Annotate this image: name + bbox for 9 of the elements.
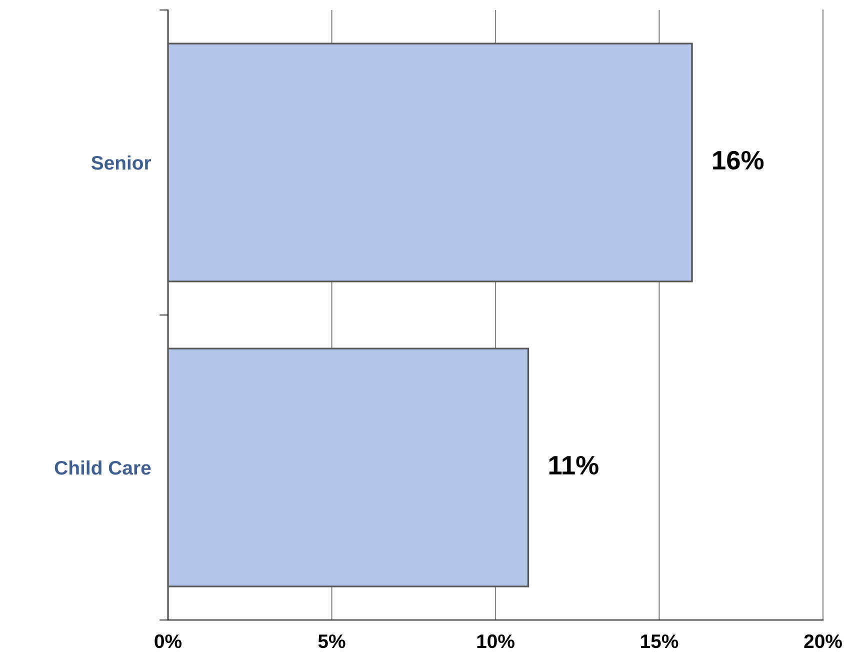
x-tick-label: 0% xyxy=(154,634,182,648)
x-tick-label: 20% xyxy=(804,634,842,648)
x-tick-label: 5% xyxy=(318,634,346,648)
data-label: 16% xyxy=(713,150,764,170)
y-tick-label: Child Care xyxy=(54,460,151,475)
x-tick-label: 15% xyxy=(641,634,678,648)
data-label: 11% xyxy=(549,456,598,475)
y-tick-label: Senior xyxy=(91,155,152,170)
x-tick-label: 10% xyxy=(477,634,514,648)
